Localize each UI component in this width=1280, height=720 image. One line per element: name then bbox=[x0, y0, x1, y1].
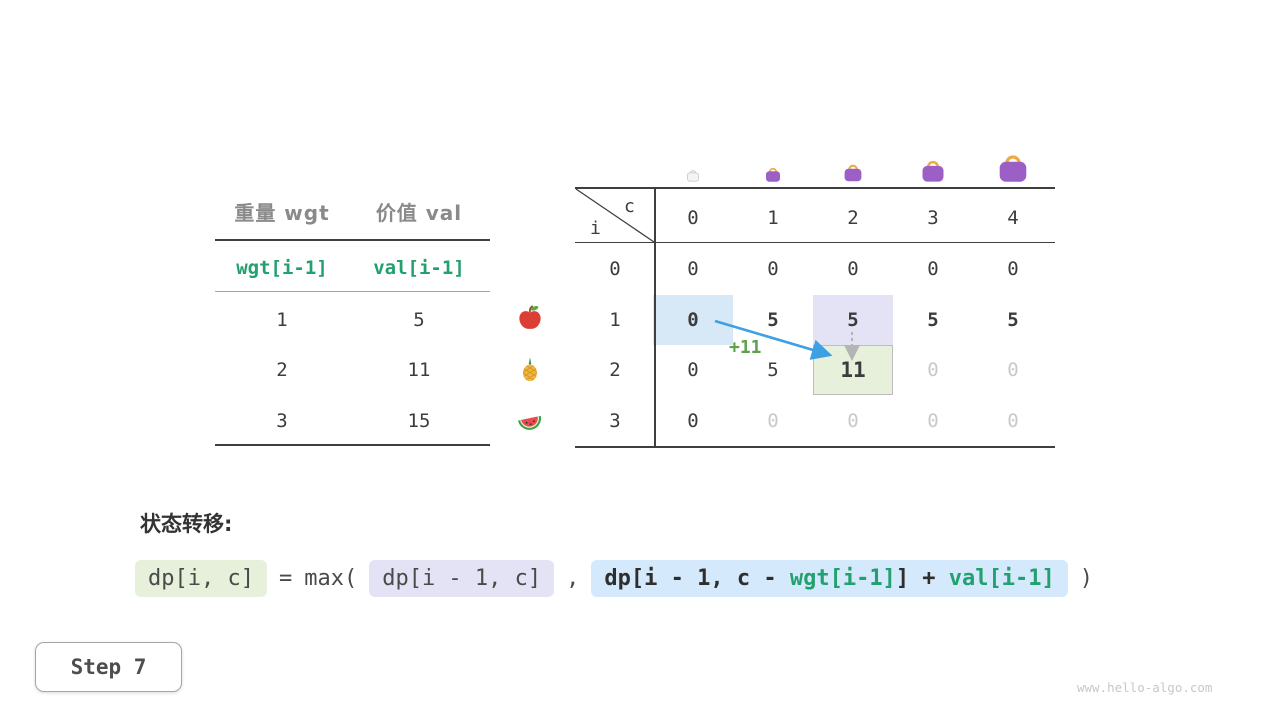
dp-rule-header bbox=[575, 242, 1055, 243]
dp-col-header-2: 2 bbox=[847, 207, 859, 229]
transition-label: 状态转移: bbox=[140, 512, 233, 536]
dp-row-header-3: 3 bbox=[609, 410, 621, 432]
formula-arg2-part-0: dp[i - 1, c - bbox=[604, 566, 790, 591]
items-table-rule-mid bbox=[215, 291, 490, 292]
dp-cell-0-2: 0 bbox=[847, 258, 859, 280]
formula-arg2-part-2: ] + bbox=[895, 566, 949, 591]
dp-row-header-2: 2 bbox=[609, 359, 621, 381]
item-1-weight: 1 bbox=[276, 309, 288, 331]
item-1-value: 5 bbox=[413, 309, 425, 331]
item-2-value: 11 bbox=[407, 359, 431, 381]
bag-icon-2 bbox=[841, 160, 865, 188]
items-header-value: 价值 val bbox=[375, 200, 463, 225]
dp-cell-2-2: 11 bbox=[813, 345, 893, 395]
dp-cell-1-4: 5 bbox=[1007, 309, 1019, 331]
dp-corner-row-var: i bbox=[590, 218, 601, 239]
dp-cell-3-0: 0 bbox=[687, 410, 699, 432]
dp-cell-0-4: 0 bbox=[1007, 258, 1019, 280]
pineapple-icon bbox=[517, 354, 543, 388]
dp-cell-3-4: 0 bbox=[1007, 410, 1019, 432]
bag-icon-4 bbox=[994, 148, 1032, 190]
comma: , bbox=[566, 566, 580, 591]
items-formula-weight: wgt[i-1] bbox=[236, 257, 328, 279]
dp-rule-top bbox=[575, 187, 1055, 189]
formula-arg2: dp[i - 1, c - wgt[i-1] ] + val[i-1] bbox=[591, 560, 1068, 597]
apple-icon bbox=[516, 304, 544, 336]
dp-col-header-4: 4 bbox=[1007, 207, 1019, 229]
dp-cell-3-3: 0 bbox=[927, 410, 939, 432]
dp-cell-2-3: 0 bbox=[927, 359, 939, 381]
dp-cell-0-3: 0 bbox=[927, 258, 939, 280]
formula-arg2-part-1: wgt[i-1] bbox=[789, 566, 896, 591]
max-open: max( bbox=[304, 566, 358, 591]
dp-cell-2-4: 0 bbox=[1007, 359, 1019, 381]
dp-col-header-3: 3 bbox=[927, 207, 939, 229]
dp-corner-diagonal bbox=[575, 188, 655, 243]
dp-rule-vertical bbox=[654, 187, 656, 448]
dp-cell-1-2: 5 bbox=[813, 295, 893, 345]
equals-sign: = bbox=[278, 566, 293, 591]
item-3-weight: 3 bbox=[276, 410, 288, 432]
dp-cell-2-1: 5 bbox=[767, 359, 779, 381]
item-3-value: 15 bbox=[407, 410, 431, 432]
items-header-weight: 重量 wgt bbox=[234, 200, 330, 225]
dp-cell-2-0: 0 bbox=[687, 359, 699, 381]
watermark: www.hello-algo.com bbox=[1077, 680, 1213, 695]
dp-rule-bottom bbox=[575, 446, 1055, 448]
dp-corner-col-var: c bbox=[624, 196, 635, 217]
formula-arg1: dp[i - 1, c] bbox=[369, 560, 555, 597]
bag-icon-3 bbox=[918, 155, 948, 189]
dp-cell-3-1: 0 bbox=[767, 410, 779, 432]
transition-formula: dp[i, c] = max( dp[i - 1, c] , dp[i - 1,… bbox=[135, 560, 1093, 597]
dp-cell-3-2: 0 bbox=[847, 410, 859, 432]
close-paren: ) bbox=[1079, 566, 1094, 591]
bag-ghost-icon bbox=[685, 167, 701, 187]
bag-icon-1 bbox=[763, 164, 783, 188]
watermelon-icon bbox=[515, 407, 545, 439]
dp-row-header-1: 1 bbox=[609, 309, 621, 331]
dp-cell-1-0: 0 bbox=[653, 295, 733, 345]
dp-cell-0-1: 0 bbox=[767, 258, 779, 280]
formula-arg2-part-3: val[i-1] bbox=[948, 566, 1055, 591]
dp-col-header-1: 1 bbox=[767, 207, 779, 229]
plus-eleven-label: +11 bbox=[729, 337, 762, 358]
items-formula-value: val[i-1] bbox=[373, 257, 465, 279]
item-2-weight: 2 bbox=[276, 359, 288, 381]
items-table-rule-top bbox=[215, 239, 490, 241]
formula-lhs: dp[i, c] bbox=[135, 560, 267, 597]
step-badge: Step 7 bbox=[35, 642, 182, 692]
dp-col-header-0: 0 bbox=[687, 207, 699, 229]
dp-row-header-0: 0 bbox=[609, 258, 621, 280]
dp-cell-1-3: 5 bbox=[927, 309, 939, 331]
items-table-rule-bottom bbox=[215, 444, 490, 446]
dp-cell-0-0: 0 bbox=[687, 258, 699, 280]
